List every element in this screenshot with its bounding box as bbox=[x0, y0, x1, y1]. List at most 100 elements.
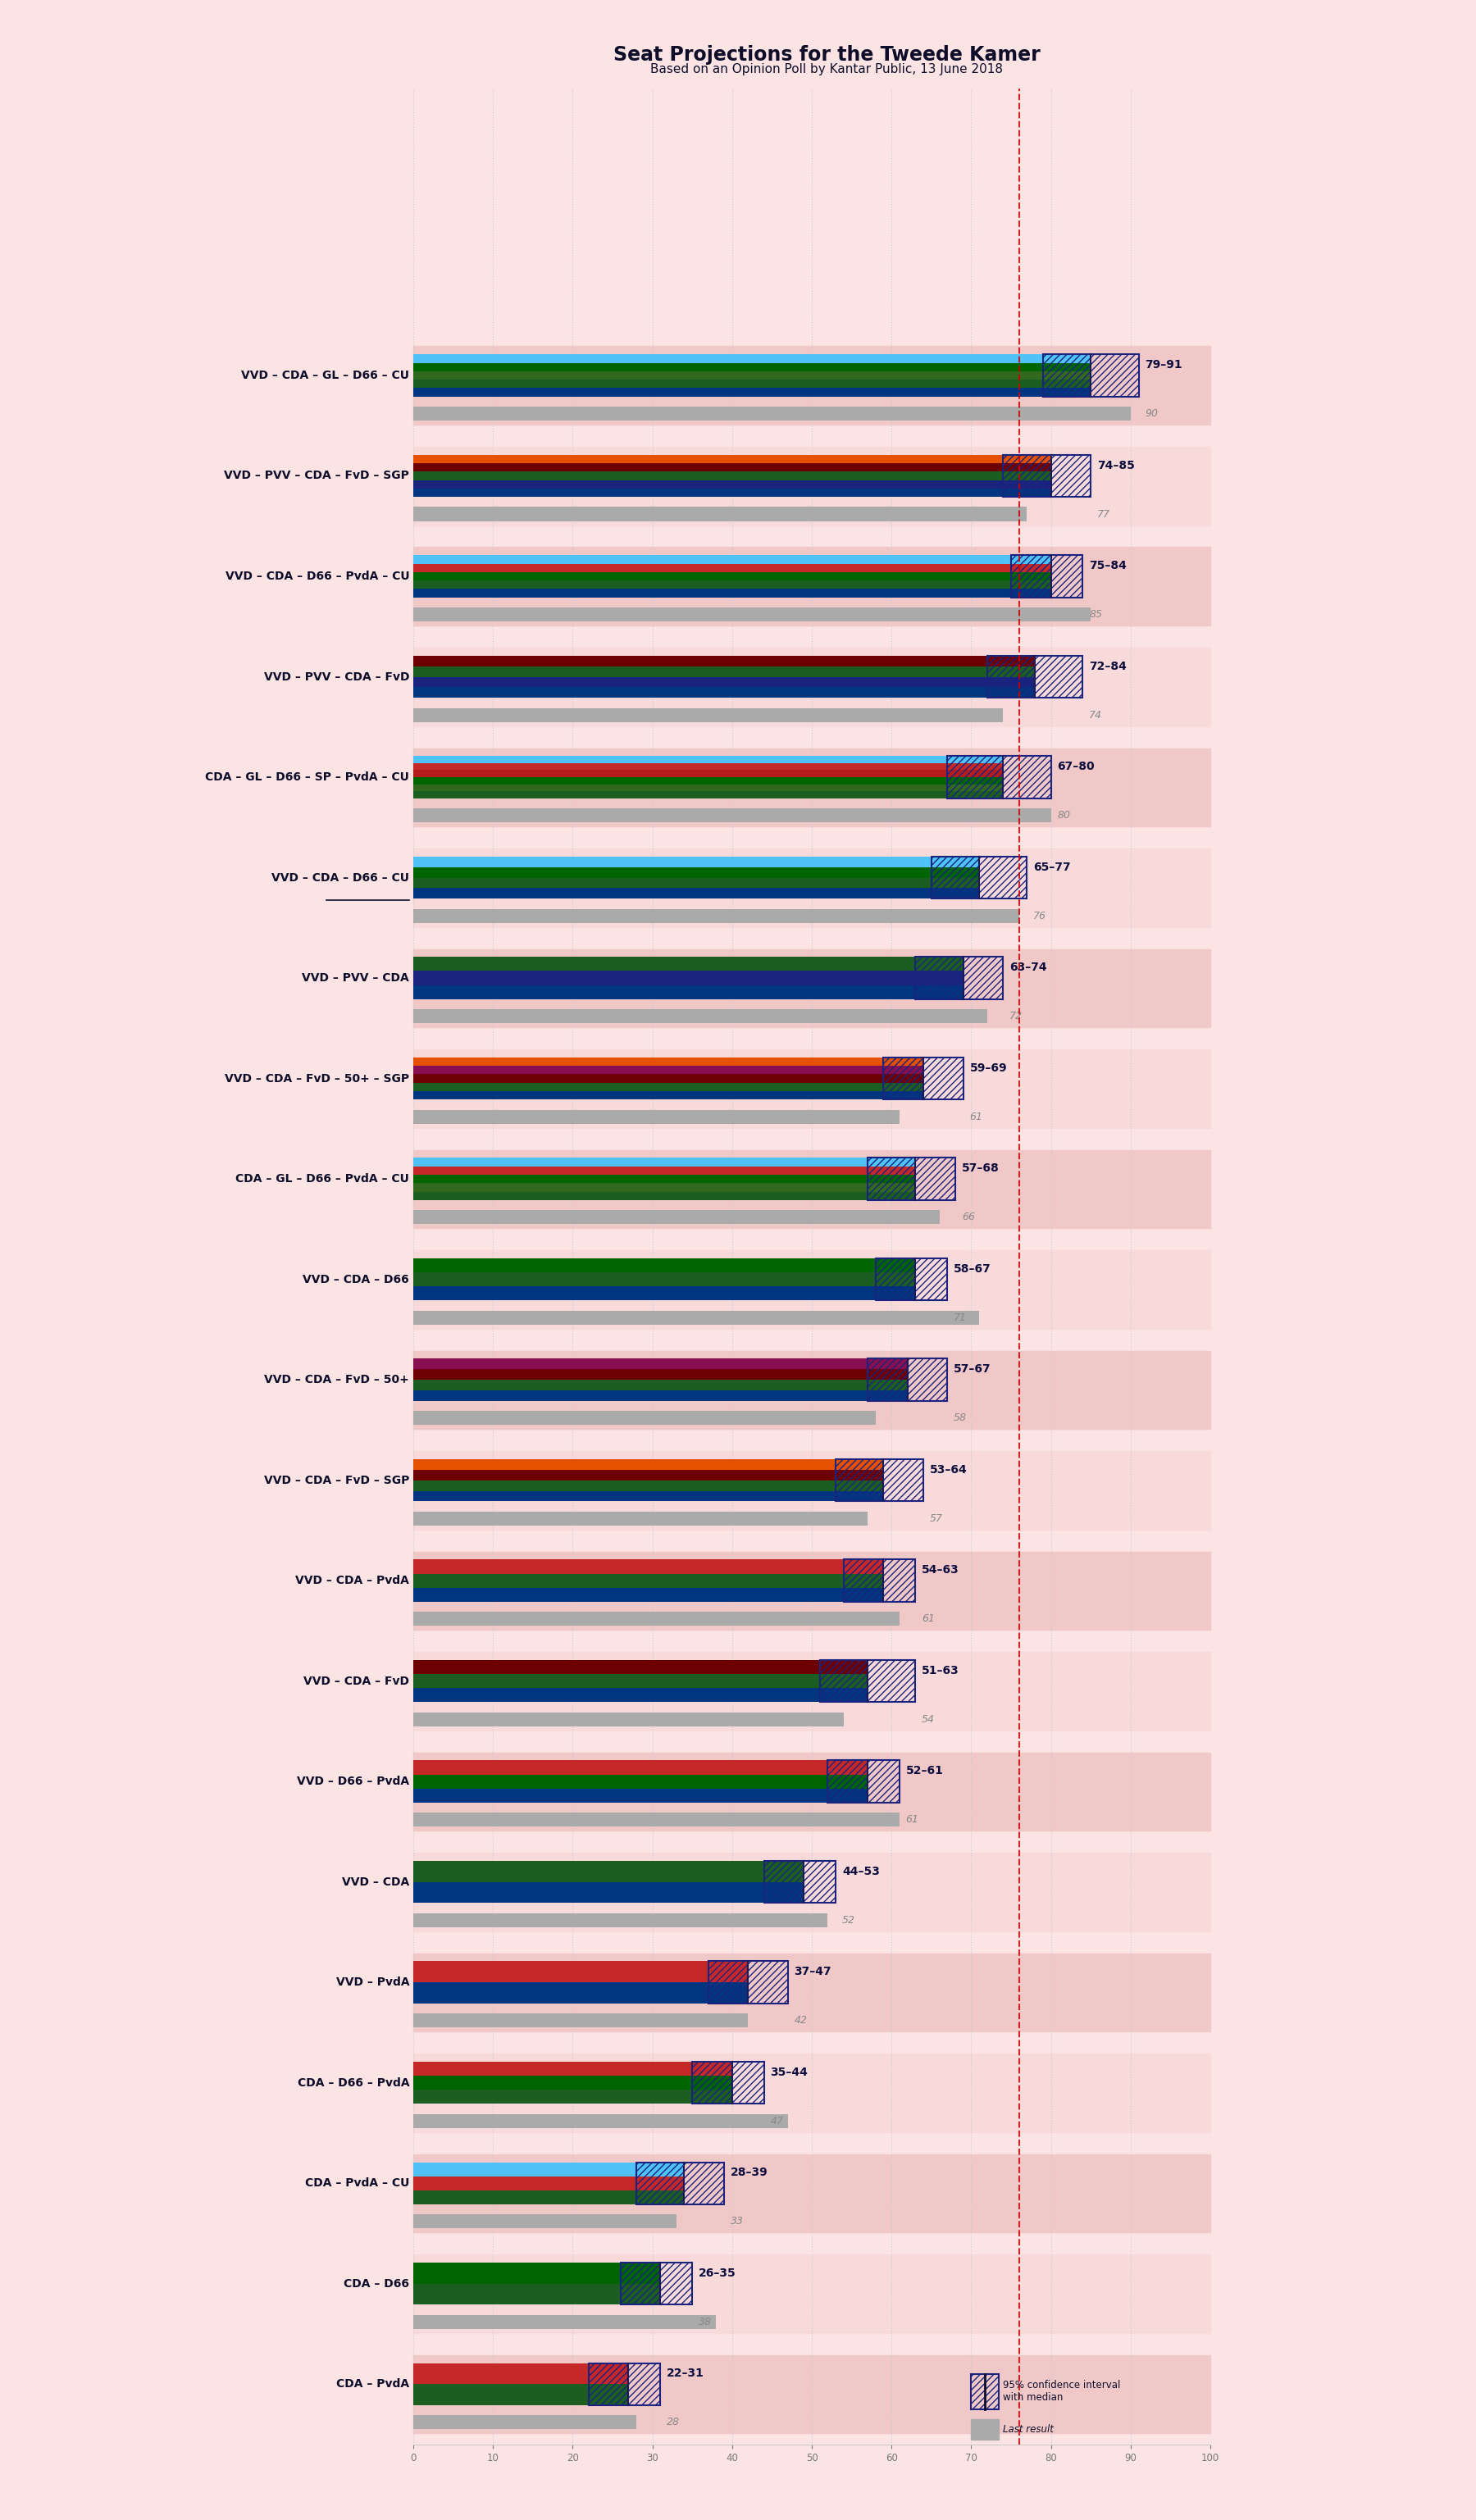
Text: 72–84: 72–84 bbox=[1089, 660, 1126, 673]
Text: 61: 61 bbox=[970, 1111, 983, 1121]
Text: VVD – PVV – CDA – FvD – SGP: VVD – PVV – CDA – FvD – SGP bbox=[224, 471, 409, 481]
Bar bbox=[413, 1351, 1210, 1429]
Text: 44–53: 44–53 bbox=[843, 1865, 880, 1877]
Text: 57: 57 bbox=[930, 1512, 943, 1525]
Bar bbox=[413, 489, 1051, 496]
Bar bbox=[413, 1953, 1210, 2031]
Text: CDA – D66 – PvdA: CDA – D66 – PvdA bbox=[297, 2076, 409, 2089]
Text: VVD – CDA – D66 – PvdA – CU: VVD – CDA – D66 – PvdA – CU bbox=[226, 570, 409, 582]
Bar bbox=[413, 1066, 924, 1074]
Text: 57–68: 57–68 bbox=[962, 1162, 999, 1174]
Text: 38: 38 bbox=[698, 2316, 711, 2326]
Bar bbox=[413, 1812, 899, 1827]
Bar bbox=[413, 2155, 1210, 2233]
Text: 22–31: 22–31 bbox=[667, 2369, 704, 2379]
Text: 80: 80 bbox=[1057, 809, 1070, 822]
Bar bbox=[413, 756, 1004, 764]
Bar bbox=[413, 2316, 716, 2328]
Bar bbox=[413, 1961, 748, 1983]
Text: 76: 76 bbox=[1033, 910, 1046, 922]
Bar bbox=[620, 2263, 692, 2306]
Bar bbox=[413, 345, 1210, 426]
Bar bbox=[413, 590, 1051, 597]
Bar bbox=[413, 1789, 868, 1802]
Bar bbox=[413, 2384, 629, 2404]
Bar bbox=[413, 1711, 844, 1726]
Bar bbox=[413, 471, 1051, 481]
Bar bbox=[413, 1552, 1210, 1630]
Bar bbox=[413, 1091, 924, 1099]
Bar bbox=[413, 1048, 1210, 1129]
Text: 47: 47 bbox=[770, 2117, 784, 2127]
Bar bbox=[413, 1391, 908, 1401]
Bar bbox=[413, 1860, 804, 1882]
Bar bbox=[708, 1961, 788, 2003]
Text: VVD – CDA – FvD – SGP: VVD – CDA – FvD – SGP bbox=[264, 1474, 409, 1487]
Text: VVD – PVV – CDA – FvD: VVD – PVV – CDA – FvD bbox=[264, 670, 409, 683]
Text: 35–44: 35–44 bbox=[770, 2066, 807, 2079]
Text: 53–64: 53–64 bbox=[930, 1464, 967, 1474]
Bar bbox=[915, 958, 1004, 998]
Bar bbox=[413, 1613, 899, 1625]
Bar bbox=[413, 1310, 979, 1326]
Text: 65–77: 65–77 bbox=[1033, 862, 1070, 872]
Bar bbox=[413, 1109, 899, 1124]
Bar bbox=[413, 1008, 987, 1023]
Bar bbox=[413, 910, 1018, 922]
Bar bbox=[413, 2061, 732, 2076]
Text: CDA – PvdA: CDA – PvdA bbox=[337, 2379, 409, 2389]
Text: 74–85: 74–85 bbox=[1097, 459, 1135, 471]
Bar bbox=[413, 1074, 924, 1084]
Bar bbox=[589, 2364, 660, 2404]
Bar bbox=[413, 2076, 732, 2089]
Bar bbox=[971, 2374, 999, 2409]
Bar bbox=[413, 1210, 939, 1225]
Bar bbox=[636, 2162, 725, 2205]
Bar bbox=[413, 572, 1051, 580]
Bar bbox=[413, 764, 1004, 771]
Bar bbox=[413, 1411, 875, 1424]
Text: 52: 52 bbox=[843, 1915, 855, 1925]
Text: VVD – CDA – PvdA: VVD – CDA – PvdA bbox=[295, 1575, 409, 1588]
Bar bbox=[413, 1774, 868, 1789]
Bar bbox=[413, 857, 979, 867]
Text: 57–67: 57–67 bbox=[953, 1363, 990, 1376]
Bar bbox=[413, 564, 1051, 572]
Bar bbox=[413, 464, 1051, 471]
Bar bbox=[987, 655, 1083, 698]
Bar bbox=[413, 1381, 908, 1391]
Bar bbox=[413, 1653, 1210, 1731]
Bar bbox=[868, 1358, 948, 1401]
Text: VVD – D66 – PvdA: VVD – D66 – PvdA bbox=[297, 1777, 409, 1787]
Text: 61: 61 bbox=[906, 1814, 920, 1824]
Bar bbox=[868, 1157, 955, 1200]
Bar bbox=[413, 2255, 1210, 2334]
Text: VVD – PvdA: VVD – PvdA bbox=[337, 1976, 409, 1988]
Bar bbox=[413, 2089, 732, 2104]
Text: 79–91: 79–91 bbox=[1145, 360, 1182, 370]
Text: VVD – CDA – FvD: VVD – CDA – FvD bbox=[304, 1676, 409, 1686]
Text: 71: 71 bbox=[953, 1313, 967, 1323]
Bar bbox=[413, 776, 1004, 784]
Text: Based on an Opinion Poll by Kantar Public, 13 June 2018: Based on an Opinion Poll by Kantar Publi… bbox=[651, 63, 1002, 76]
Text: 42: 42 bbox=[794, 2016, 807, 2026]
Bar bbox=[413, 2356, 1210, 2434]
Bar bbox=[1011, 554, 1083, 597]
Bar bbox=[413, 1661, 868, 1673]
Bar bbox=[413, 688, 1035, 698]
Bar bbox=[884, 1058, 964, 1099]
Text: 28–39: 28–39 bbox=[731, 2167, 768, 2177]
Bar bbox=[1004, 454, 1091, 496]
Bar bbox=[413, 784, 1004, 791]
Text: VVD – CDA: VVD – CDA bbox=[342, 1877, 409, 1887]
Bar bbox=[413, 708, 1004, 721]
Text: CDA – PvdA – CU: CDA – PvdA – CU bbox=[306, 2177, 409, 2190]
Text: VVD – CDA – FvD – 50+: VVD – CDA – FvD – 50+ bbox=[264, 1373, 409, 1386]
Text: 95% confidence interval
with median: 95% confidence interval with median bbox=[1004, 2379, 1120, 2402]
Bar bbox=[413, 2013, 748, 2029]
Bar bbox=[413, 1174, 915, 1184]
Bar bbox=[765, 1860, 835, 1903]
Bar bbox=[413, 554, 1051, 564]
Bar bbox=[413, 985, 964, 998]
Bar bbox=[413, 1285, 915, 1300]
